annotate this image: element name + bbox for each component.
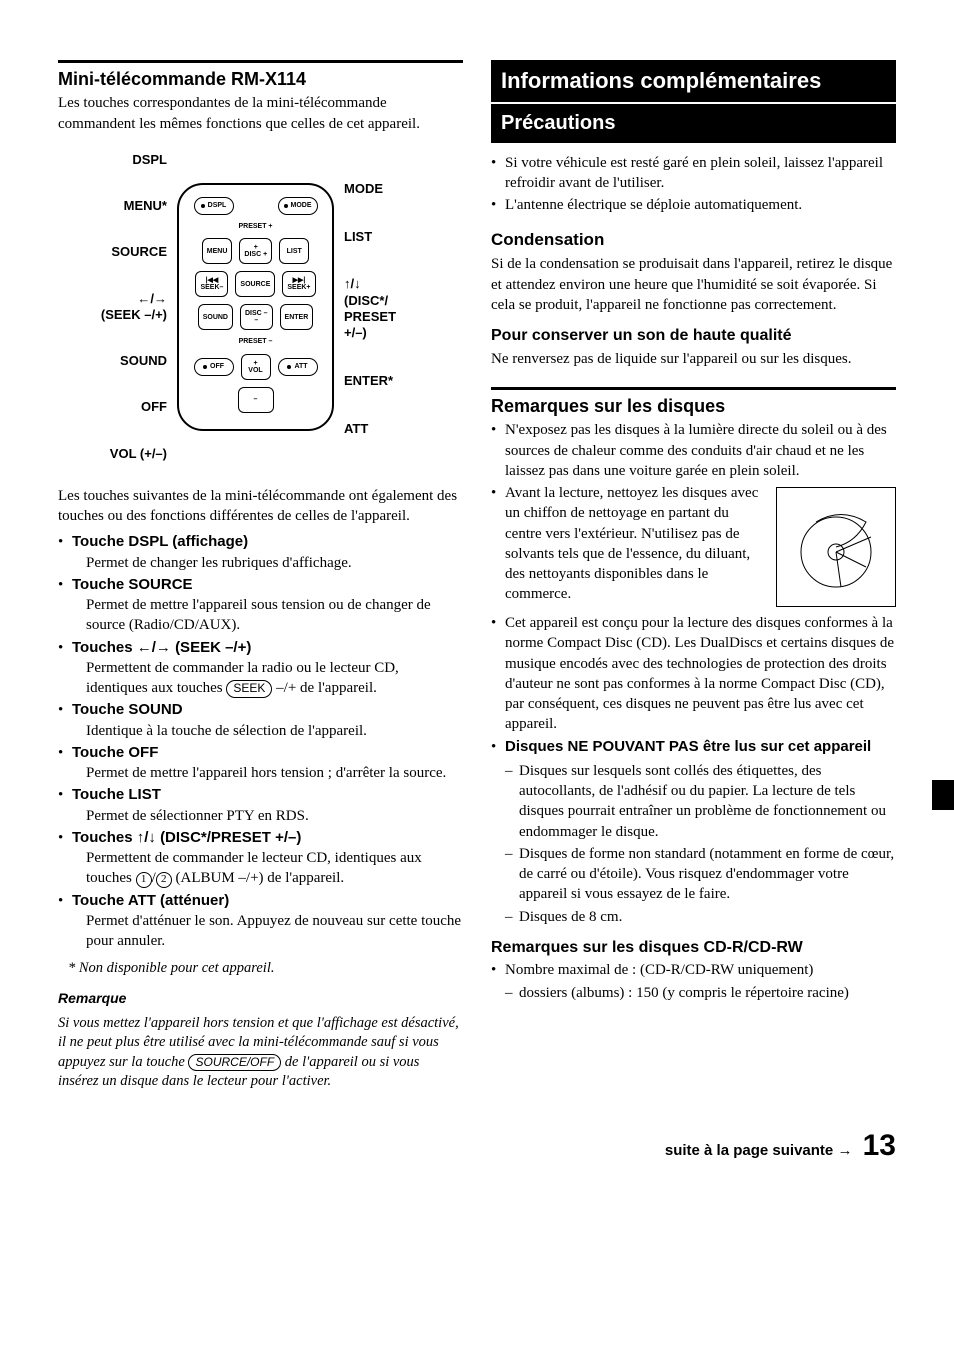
lbl-r-enter: ENTER* <box>338 373 433 389</box>
disques-4-3: Disques de 8 cm. <box>505 907 896 927</box>
touche-sound: Touche SOUNDIdentique à la touche de sél… <box>58 700 463 741</box>
btn-menu: MENU <box>202 238 233 264</box>
btn-att: ATT <box>278 358 318 376</box>
touches-list: Touche DSPL (affichage)Permet de changer… <box>58 532 463 951</box>
rule-thick <box>58 60 463 63</box>
disques-list: N'exposez pas les disques à la lumière d… <box>491 420 896 927</box>
lbl-off: OFF <box>88 399 173 415</box>
precaution-2: L'antenne électrique se déploie automati… <box>491 195 896 215</box>
btn-enter: ENTER <box>280 304 314 330</box>
touche-seek-desc: Permettent de commander la radio ou le l… <box>72 658 463 699</box>
btn-disc-plus: + DISC + <box>239 238 272 264</box>
banner-info: Informations complémentaires <box>491 60 896 102</box>
cdr-1: Nombre maximal de : (CD-R/CD-RW uniqueme… <box>491 960 896 1003</box>
btn-disc-minus: DISC – – <box>240 304 273 330</box>
page-edge-tab <box>932 780 954 810</box>
condensation-body: Si de la condensation se produisait dans… <box>491 254 896 315</box>
disc-wipe-figure <box>776 487 896 607</box>
precaution-list: Si votre véhicule est resté garé en plei… <box>491 153 896 216</box>
haute-body: Ne renversez pas de liquide sur l'appare… <box>491 349 896 369</box>
lbl-sound: SOUND <box>88 353 173 369</box>
disques-4-1: Disques sur lesquels sont collés des éti… <box>505 761 896 842</box>
asterisk-note: * Non disponible pour cet appareil. <box>58 959 463 979</box>
condensation-heading: Condensation <box>491 229 896 252</box>
cdr-list: Nombre maximal de : (CD-R/CD-RW uniqueme… <box>491 960 896 1003</box>
btn-mode: MODE <box>278 197 318 215</box>
lbl-r-list: LIST <box>338 229 433 245</box>
btn-vol-minus: – <box>238 387 274 413</box>
disques-4-2: Disques de forme non standard (notamment… <box>505 844 896 905</box>
remarque-body: Si vous mettez l'appareil hors tension e… <box>58 1014 463 1092</box>
disques-1: N'exposez pas les disques à la lumière d… <box>491 420 896 481</box>
lbl-menu: MENU* <box>88 198 173 214</box>
lbl-preset-minus: PRESET – <box>239 337 273 346</box>
touche-seek: Touches ←/→ (SEEK –/+)Permettent de comm… <box>58 638 463 699</box>
precaution-1: Si votre véhicule est resté garé en plei… <box>491 153 896 194</box>
page-footer: suite à la page suivante → 13 <box>58 1126 896 1167</box>
page: Mini-télécommande RM-X114 Les touches co… <box>58 60 896 1098</box>
remote-diagram: DSPL MENU* SOURCE ←/→ (SEEK –/+) SOUND O… <box>58 152 463 462</box>
disques-4-sublist: Disques sur lesquels sont collés des éti… <box>505 761 896 927</box>
remarque-heading: Remarque <box>58 989 463 1008</box>
disques-3: Cet appareil est conçu pour la lecture d… <box>491 613 896 735</box>
cdr-sublist: dossiers (albums) : 150 (y compris le ré… <box>505 983 896 1003</box>
disques-2: Avant la lecture, nettoyez les disques a… <box>491 483 896 611</box>
remote-left-labels: DSPL MENU* SOURCE ←/→ (SEEK –/+) SOUND O… <box>88 152 173 462</box>
touche-dspl: Touche DSPL (affichage)Permet de changer… <box>58 532 463 573</box>
touche-source: Touche SOURCEPermet de mettre l'appareil… <box>58 575 463 636</box>
lbl-seek: ←/→ (SEEK –/+) <box>88 291 173 324</box>
lbl-source: SOURCE <box>88 244 173 260</box>
btn-off: OFF <box>194 358 234 376</box>
touche-att: Touche ATT (atténuer)Permet d'atténuer l… <box>58 891 463 952</box>
btn-list: LIST <box>279 238 309 264</box>
btn-seek-plus: ▶▶| SEEK+ <box>282 271 315 297</box>
left-column: Mini-télécommande RM-X114 Les touches co… <box>58 60 463 1098</box>
cdr-heading: Remarques sur les disques CD-R/CD-RW <box>491 937 896 959</box>
mid-para: Les touches suivantes de la mini-télécom… <box>58 486 463 527</box>
remote-right-labels: MODE LIST ↑/↓ (DISC*/ PRESET +/–) ENTER*… <box>338 177 433 437</box>
lbl-r-disc: ↑/↓ (DISC*/ PRESET +/–) <box>338 276 433 341</box>
touche-disc-desc: Permettent de commander le lecteur CD, i… <box>72 848 463 889</box>
right-column: Informations complémentaires Précautions… <box>491 60 896 1098</box>
btn-sound: SOUND <box>198 304 233 330</box>
lbl-dspl: DSPL <box>88 152 173 168</box>
disques-heading: Remarques sur les disques <box>491 394 896 418</box>
intro-text: Les touches correspondantes de la mini-t… <box>58 93 463 134</box>
btn-seek-minus: |◀◀ SEEK– <box>195 271 228 297</box>
rule-thick-2 <box>491 387 896 390</box>
lbl-r-att: ATT <box>338 421 433 437</box>
haute-heading: Pour conserver un son de haute qualité <box>491 325 896 347</box>
touche-disc: Touches ↑/↓ (DISC*/PRESET +/–)Permettent… <box>58 828 463 889</box>
disques-4: Disques NE POUVANT PAS être lus sur cet … <box>491 737 896 927</box>
remote-title: Mini-télécommande RM-X114 <box>58 67 463 91</box>
lbl-vol: VOL (+/–) <box>88 446 173 462</box>
lbl-preset-plus: PRESET + <box>238 222 272 231</box>
disc-wipe-icon <box>786 497 886 597</box>
cdr-sub-1: dossiers (albums) : 150 (y compris le ré… <box>505 983 896 1003</box>
btn-dspl: DSPL <box>194 197 234 215</box>
page-number: 13 <box>863 1129 896 1162</box>
touche-list: Touche LISTPermet de sélectionner PTY en… <box>58 785 463 826</box>
btn-source: SOURCE <box>235 271 275 297</box>
banner-precautions: Précautions <box>491 104 896 143</box>
lbl-r-mode: MODE <box>338 181 433 197</box>
remote-body: DSPL MODE PRESET + MENU + DISC + LIST |◀… <box>177 183 334 431</box>
continue-text: suite à la page suivante → <box>665 1142 853 1159</box>
btn-vol-plus: + VOL <box>241 354 271 380</box>
touche-off: Touche OFFPermet de mettre l'appareil ho… <box>58 743 463 784</box>
